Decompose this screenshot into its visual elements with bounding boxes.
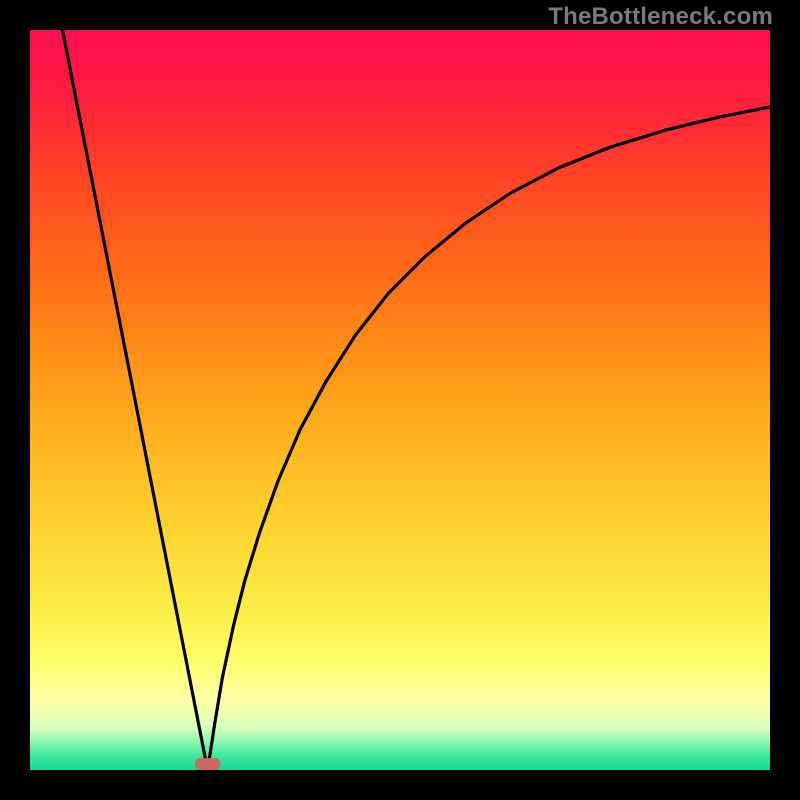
gradient-background bbox=[30, 30, 770, 770]
plot-svg bbox=[30, 30, 770, 770]
chart-root: TheBottleneck.com bbox=[0, 0, 800, 800]
optimum-marker bbox=[195, 758, 220, 770]
plot-area bbox=[30, 30, 770, 770]
watermark-text: TheBottleneck.com bbox=[548, 3, 773, 31]
